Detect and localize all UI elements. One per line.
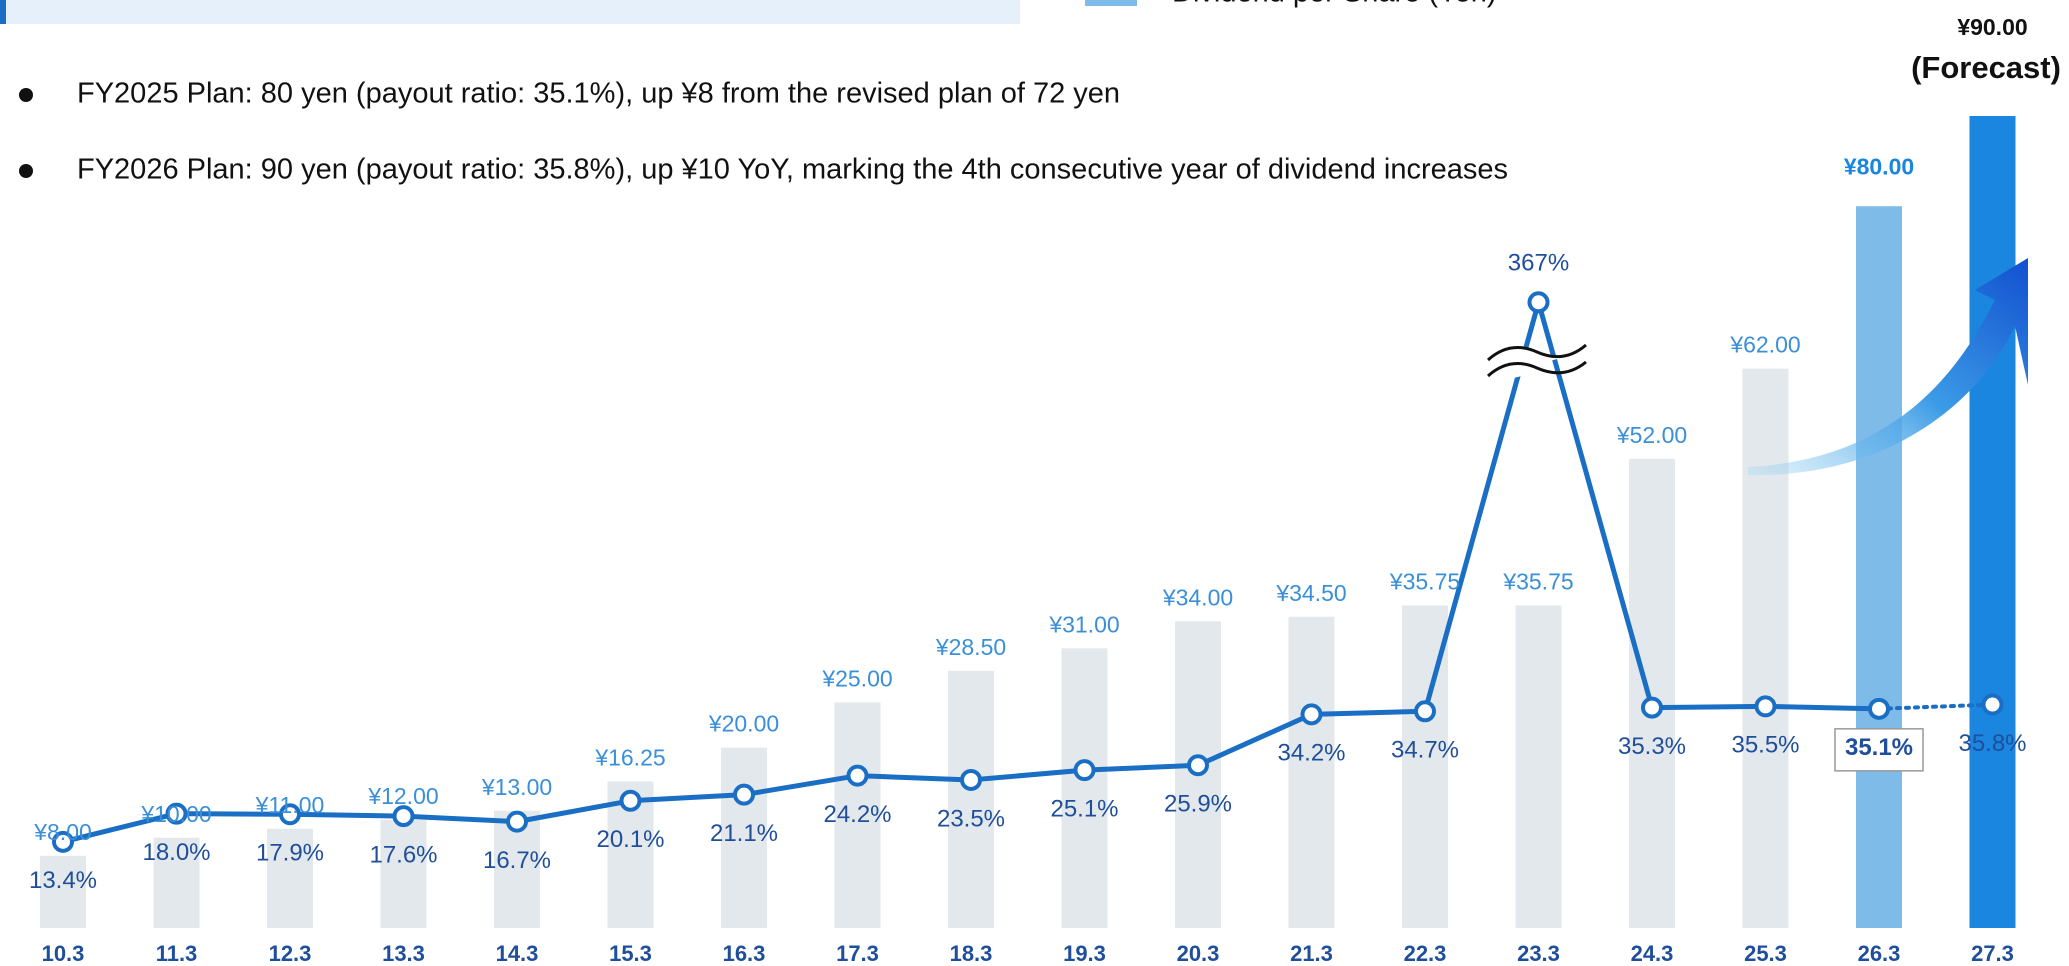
x-tick-label: 19.3	[1063, 941, 1106, 966]
payout-label: 25.1%	[1050, 795, 1118, 822]
payout-label: 21.1%	[710, 820, 778, 847]
x-tick-label: 27.3	[1971, 941, 2014, 966]
bar	[1629, 459, 1675, 928]
payout-point	[849, 767, 867, 785]
bar-value-label: ¥35.75	[1502, 569, 1573, 595]
x-tick-label: 11.3	[156, 941, 198, 966]
payout-point	[1757, 697, 1775, 715]
x-tick-label: 15.3	[609, 941, 652, 966]
x-tick-label: 14.3	[496, 941, 539, 966]
bar-value-label: ¥62.00	[1729, 332, 1800, 358]
axis-break	[1488, 345, 1586, 379]
payout-label: 16.7%	[483, 847, 551, 874]
bar-value-label: ¥90.00	[1957, 14, 2027, 40]
payout-point	[1984, 696, 2002, 714]
bar-value-label: ¥10.00	[140, 801, 211, 827]
bar-value-label: ¥34.50	[1275, 580, 1346, 606]
bar	[1289, 617, 1335, 928]
note: FY2025 Plan: 80 yen (payout ratio: 35.1%…	[77, 78, 1120, 110]
payout-point	[1076, 761, 1094, 779]
payout-point	[962, 771, 980, 789]
payout-label: 34.2%	[1277, 740, 1345, 767]
bar	[1516, 605, 1562, 928]
x-tick-label: 26.3	[1858, 941, 1901, 966]
payout-point	[622, 792, 640, 810]
bar	[1743, 369, 1789, 928]
payout-label: 34.7%	[1391, 737, 1459, 764]
bar-value-label: ¥31.00	[1048, 611, 1119, 637]
bar-value-label: ¥13.00	[481, 774, 552, 800]
bar	[1062, 648, 1108, 928]
header-box	[0, 0, 1020, 24]
x-tick-label: 25.3	[1744, 941, 1787, 966]
forecast-label: (Forecast)	[1911, 50, 2061, 85]
payout-label: 35.8%	[1958, 730, 2026, 757]
x-tick-label: 21.3	[1290, 941, 1333, 966]
bar-value-label: ¥35.75	[1389, 569, 1460, 595]
payout-label: 13.4%	[29, 867, 97, 894]
payout-point	[1303, 705, 1321, 723]
x-tick-label: 13.3	[382, 941, 425, 966]
bar-value-label: ¥12.00	[367, 783, 438, 809]
header-accent	[0, 0, 6, 24]
bar	[948, 671, 994, 928]
payout-label: 17.9%	[256, 840, 324, 867]
payout-point	[1189, 756, 1207, 774]
payout-label: 23.5%	[937, 805, 1005, 832]
payout-point	[1416, 702, 1434, 720]
payout-point	[1643, 699, 1661, 717]
payout-label: 24.2%	[823, 801, 891, 828]
x-tick-label: 10.3	[42, 941, 85, 966]
payout-point	[735, 786, 753, 804]
payout-label: 35.3%	[1618, 733, 1686, 760]
x-tick-label: 23.3	[1517, 941, 1560, 966]
payout-point	[1870, 700, 1888, 718]
bar-value-label: ¥80.00	[1844, 153, 1914, 179]
bar-value-label: ¥16.25	[594, 744, 665, 770]
payout-label: 20.1%	[596, 826, 664, 853]
chart: Dividend per Share (Yen) FY2025 Plan: 80…	[0, 0, 2069, 966]
payout-point	[1530, 293, 1548, 311]
x-tick-label: 18.3	[950, 941, 993, 966]
x-tick-label: 16.3	[723, 941, 766, 966]
legend-swatch	[1085, 0, 1137, 6]
payout-label: 367%	[1508, 250, 1569, 277]
x-tick-label: 24.3	[1631, 941, 1674, 966]
bullet	[19, 88, 33, 102]
payout-point	[508, 813, 526, 831]
bar-value-label: ¥52.00	[1616, 422, 1687, 448]
payout-label: 35.1%	[1845, 734, 1913, 761]
bar	[1970, 116, 2016, 928]
x-tick-label: 12.3	[269, 941, 312, 966]
x-tick-label: 20.3	[1177, 941, 1220, 966]
bar-value-label: ¥20.00	[708, 711, 779, 737]
bar	[1856, 206, 1902, 928]
x-tick-label: 22.3	[1404, 941, 1447, 966]
bar-value-label: ¥8.00	[33, 819, 92, 845]
payout-point	[395, 807, 413, 825]
x-tick-label: 17.3	[836, 941, 879, 966]
payout-label: 25.9%	[1164, 791, 1232, 818]
payout-label: 17.6%	[369, 841, 437, 868]
legend-label: Dividend per Share (Yen)	[1172, 0, 1497, 9]
note: FY2026 Plan: 90 yen (payout ratio: 35.8%…	[77, 154, 1508, 186]
bar-value-label: ¥34.00	[1162, 584, 1233, 610]
bar-value-label: ¥11.00	[255, 792, 325, 818]
bar-value-label: ¥25.00	[821, 666, 892, 692]
bar-value-label: ¥28.50	[935, 634, 1006, 660]
bullet	[19, 164, 33, 178]
bar	[381, 820, 427, 928]
payout-label: 18.0%	[142, 839, 210, 866]
payout-label: 35.5%	[1731, 732, 1799, 759]
